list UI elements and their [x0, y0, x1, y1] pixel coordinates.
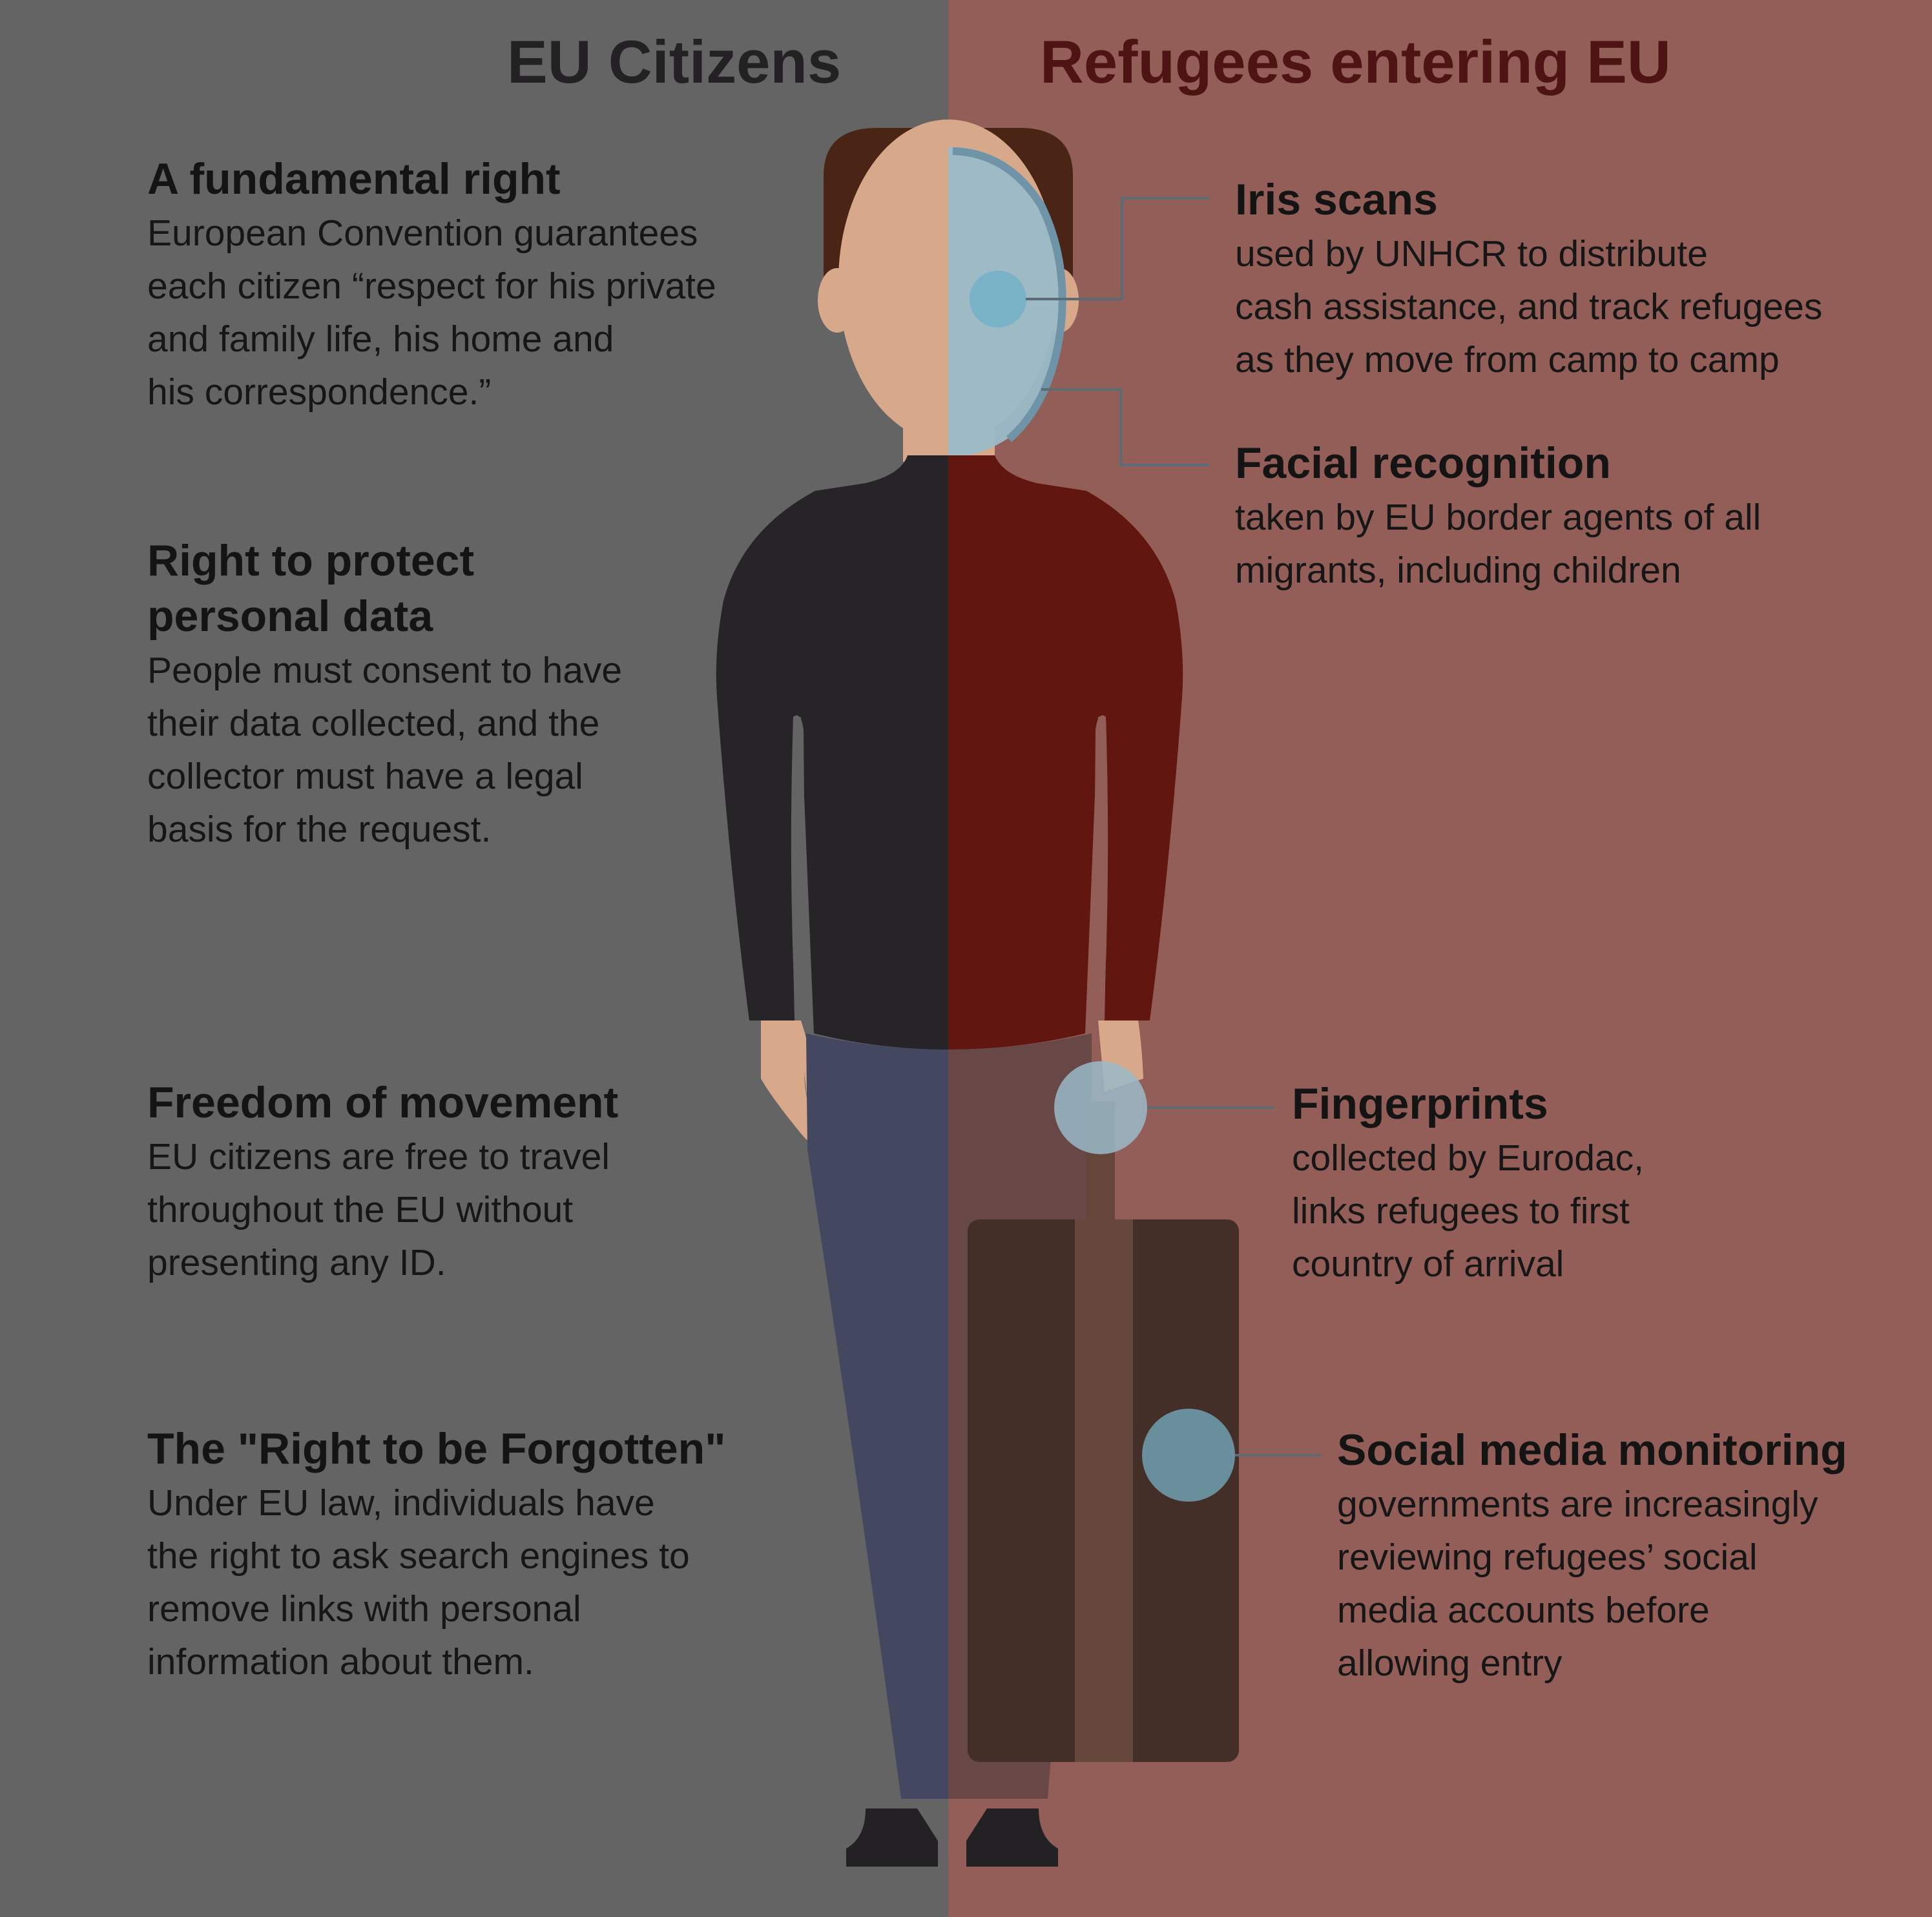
fingerprints-block: Fingerprints collected by Eurodac, links… — [1292, 1076, 1912, 1290]
suitcase-strap — [1075, 1219, 1133, 1762]
block-title: Iris scans — [1235, 175, 1438, 224]
social-media-block: Social media monitoring governments are … — [1337, 1422, 1918, 1690]
block-title: The "Right to be Forgotten" — [147, 1424, 726, 1473]
left-arm-gap — [791, 715, 806, 1027]
fingerprint-scan-dot — [1054, 1061, 1147, 1154]
block-body: European Convention guarantees each citi… — [147, 212, 716, 413]
iris-leader-line — [1026, 197, 1209, 300]
facial-recognition-block: Facial recognition taken by EU border ag… — [1235, 435, 1907, 597]
block-title: Facial recognition — [1235, 439, 1611, 488]
block-title: A fundamental right — [147, 154, 561, 203]
freedom-of-movement-block: Freedom of movement EU citizens are free… — [147, 1075, 806, 1289]
block-body: Under EU law, individuals have the right… — [147, 1482, 690, 1683]
block-body: People must consent to have their data c… — [147, 650, 623, 850]
block-title: Social media monitoring — [1337, 1425, 1847, 1475]
sweater-right — [948, 455, 1183, 1050]
right-shoe — [966, 1808, 1058, 1867]
social-media-dot — [1142, 1409, 1235, 1502]
fundamental-right-block: A fundamental right European Convention … — [147, 151, 806, 419]
block-body: collected by Eurodac, links refugees to … — [1292, 1137, 1644, 1285]
block-body: taken by EU border agents of all migrant… — [1235, 497, 1761, 591]
left-shoe — [846, 1808, 938, 1867]
left-hand — [761, 1021, 817, 1143]
eu-citizens-title: EU Citizens — [507, 28, 842, 96]
right-arm-gap — [1093, 715, 1108, 1027]
face-scan-rim — [952, 147, 1066, 442]
block-body: EU citizens are free to travel throughou… — [147, 1136, 610, 1283]
pants-left — [806, 1033, 948, 1799]
block-title: Fingerprints — [1292, 1079, 1548, 1128]
refugees-title: Refugees entering EU — [1040, 28, 1671, 96]
sweater-left — [716, 455, 948, 1050]
personal-data-block: Right to protect personal data People mu… — [147, 533, 806, 856]
right-to-be-forgotten-block: The "Right to be Forgotten" Under EU law… — [147, 1421, 806, 1688]
face-leader-line — [1041, 388, 1209, 466]
block-title: Right to protect personal data — [147, 536, 475, 641]
iris-scans-block: Iris scans used by UNHCR to distribute c… — [1235, 172, 1907, 386]
iris-scan-dot — [970, 271, 1026, 327]
block-body: governments are increasingly reviewing r… — [1337, 1484, 1818, 1684]
block-body: used by UNHCR to distribute cash assista… — [1235, 233, 1823, 380]
block-title: Freedom of movement — [147, 1078, 619, 1127]
